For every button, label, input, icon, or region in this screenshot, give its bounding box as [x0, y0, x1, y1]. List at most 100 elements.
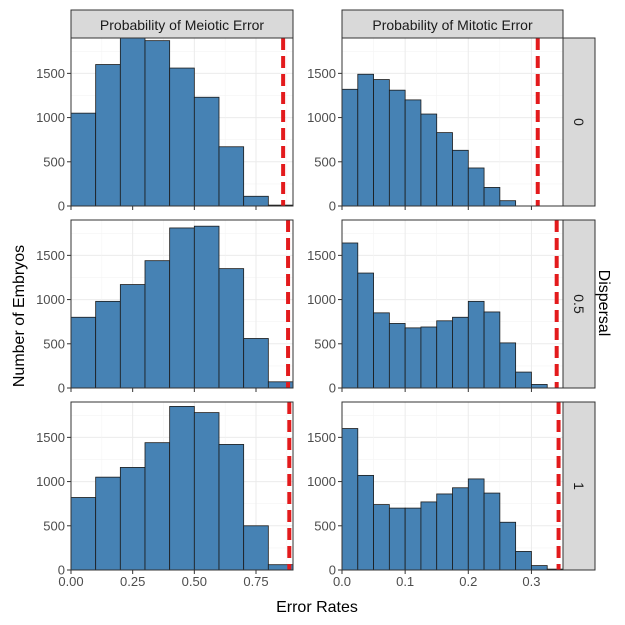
column-strip — [341, 9, 564, 39]
facet-panel: 0 500 1000 1500 — [36, 37, 294, 214]
column-strip — [70, 9, 294, 39]
histogram-bar — [341, 88, 359, 207]
histogram-bar — [341, 428, 359, 571]
facet-panel: 0 500 1000 1500 0.00 0.25 0.50 0.75 — [36, 401, 294, 589]
histogram-bar — [483, 187, 501, 207]
x-tick-label: 0.1 — [396, 574, 414, 589]
histogram-bar — [70, 316, 97, 389]
y-tick-label: 0 — [58, 381, 65, 396]
histogram-bar — [119, 284, 146, 389]
y-tick-label: 0 — [58, 563, 65, 578]
histogram-bar — [404, 507, 422, 571]
y-tick-label: 1000 — [36, 292, 65, 307]
column-strip-label: Probability of Meiotic Error — [100, 17, 265, 33]
y-tick-label: 1000 — [307, 474, 336, 489]
y-tick-label: 500 — [314, 336, 336, 351]
histogram-bar — [404, 99, 422, 207]
histogram-bar — [452, 316, 469, 389]
x-tick-label: 0.00 — [58, 574, 83, 589]
y-tick-label: 1000 — [36, 110, 65, 125]
histogram-bar — [388, 323, 406, 389]
y-tick-label: 0 — [58, 199, 65, 214]
histogram-bar — [467, 300, 485, 389]
histogram-bar — [193, 96, 220, 207]
x-tick-label: 0.75 — [243, 574, 268, 589]
histogram-bar — [452, 487, 469, 571]
histogram-bar — [515, 551, 532, 571]
histogram-bar — [169, 227, 195, 389]
histogram-bar — [499, 342, 517, 389]
histogram-bar — [452, 149, 469, 207]
y-tick-label: 1500 — [36, 66, 65, 81]
y-tick-label: 500 — [314, 518, 336, 533]
y-tick-label: 1000 — [307, 110, 336, 125]
x-tick-label: 0.0 — [333, 574, 351, 589]
y-tick-label: 0 — [329, 381, 336, 396]
histogram-bar — [243, 195, 269, 207]
histogram-bar — [243, 338, 269, 389]
histogram-bar — [515, 371, 532, 389]
histogram-bar — [169, 67, 195, 207]
histogram-bar — [531, 384, 548, 389]
y-axis-title: Number of Embryos — [11, 245, 28, 387]
histogram-bar — [373, 79, 390, 207]
panel-border — [341, 37, 564, 207]
histogram-bar — [95, 300, 121, 389]
row-strip — [562, 401, 596, 571]
row-strip — [562, 219, 596, 389]
y-tick-label: 1000 — [36, 474, 65, 489]
x-tick-label: 0.25 — [120, 574, 145, 589]
x-tick-label: 0.2 — [459, 574, 477, 589]
row-strip-label: 1 — [571, 482, 587, 490]
histogram-bar — [467, 167, 485, 207]
histogram-bar — [388, 89, 406, 207]
histogram-bar — [531, 565, 548, 571]
histogram-bar — [193, 225, 220, 389]
y-tick-label: 1000 — [307, 292, 336, 307]
histogram-bar — [357, 73, 374, 207]
row-strip-label: 0 — [571, 118, 587, 126]
histogram-bar — [95, 64, 121, 207]
histogram-bar — [70, 497, 97, 571]
histogram-bar — [373, 504, 390, 571]
histogram-bar — [436, 493, 453, 571]
facet-panel: 0 500 1000 1500 — [307, 219, 564, 396]
histogram-bar — [499, 521, 517, 571]
panel-border — [341, 401, 564, 571]
histogram-bar — [404, 327, 422, 389]
x-tick-label: 0.3 — [522, 574, 540, 589]
histogram-bar — [193, 412, 220, 571]
column-strip-label: Probability of Mitotic Error — [372, 17, 533, 33]
histogram-bar — [119, 467, 146, 571]
histogram-bar — [169, 406, 195, 571]
histogram-bar — [144, 442, 171, 571]
row-facet-title: Dispersal — [595, 270, 612, 337]
y-tick-label: 500 — [43, 336, 65, 351]
panel-border — [70, 219, 294, 389]
y-tick-label: 1500 — [36, 248, 65, 263]
y-tick-label: 1500 — [36, 430, 65, 445]
histogram-bar — [499, 200, 517, 207]
histogram-bar — [483, 311, 501, 389]
y-tick-label: 0 — [329, 199, 336, 214]
histogram-bar — [95, 476, 121, 571]
histogram-bar — [218, 268, 245, 389]
histogram-bar — [420, 326, 438, 389]
x-axis-title: Error Rates — [276, 599, 358, 616]
histogram-bar — [420, 113, 438, 207]
row-strip — [562, 37, 596, 207]
histogram-bar — [341, 242, 359, 389]
histogram-bar — [144, 40, 171, 207]
panel-border — [341, 219, 564, 389]
panel-border — [70, 401, 294, 571]
facet-panel: 0 500 1000 1500 — [36, 219, 294, 396]
x-tick-label: 0.50 — [182, 574, 207, 589]
histogram-bar — [218, 146, 245, 207]
histogram-bar — [436, 132, 453, 207]
histogram-bar — [243, 525, 269, 571]
histogram-bar — [357, 474, 374, 571]
histogram-bar — [144, 260, 171, 389]
histogram-bar — [420, 501, 438, 571]
